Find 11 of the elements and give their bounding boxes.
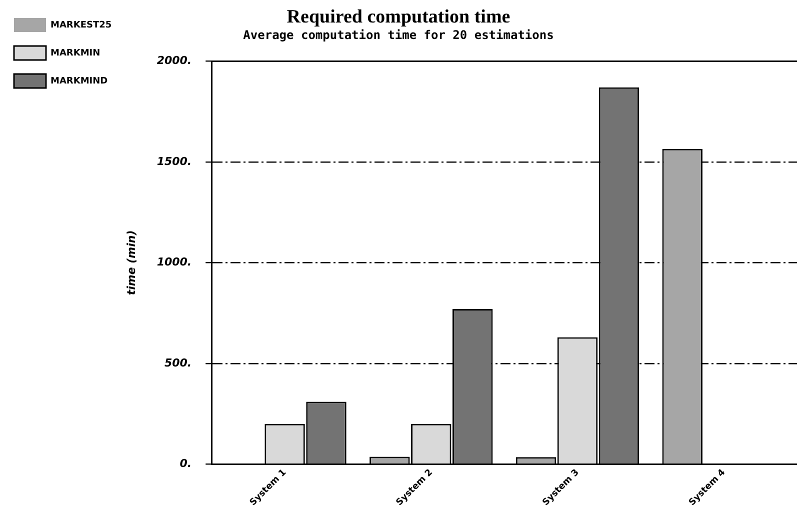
y-tick-label: 500.: [164, 356, 192, 370]
y-tick-label: 2000.: [156, 54, 192, 68]
chart-title: Required computation time: [286, 6, 510, 28]
legend-label: MARKEST25: [50, 20, 112, 30]
legend-label: MARKMIN: [50, 48, 100, 58]
y-tick-label: 1000.: [156, 256, 192, 269]
legend-label: MARKMIND: [50, 76, 108, 86]
chart-subtitle: Average computation time for 20 estimations: [243, 28, 554, 42]
y-tick-label: 1500.: [156, 154, 192, 168]
y-tick-label: 0.: [180, 457, 192, 470]
y-axis-title: time (min): [125, 230, 138, 296]
